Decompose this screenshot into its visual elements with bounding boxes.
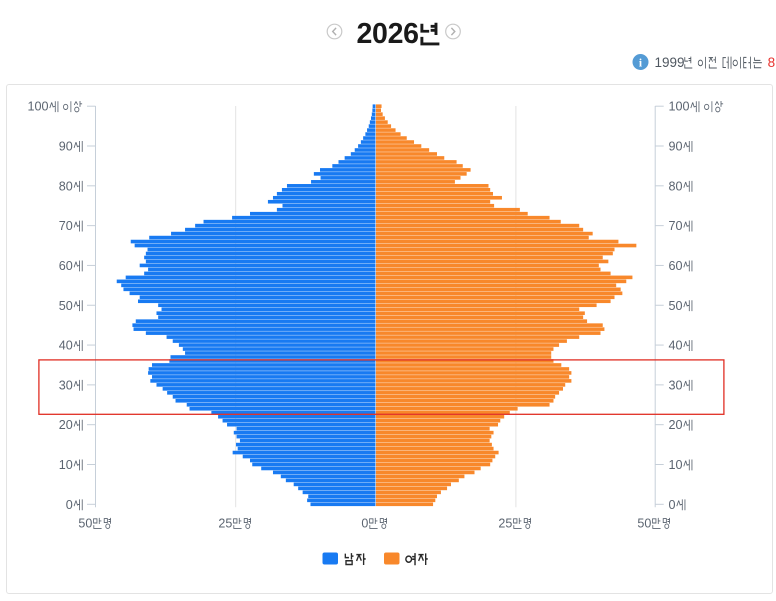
- svg-text:30: 30: [669, 378, 683, 392]
- svg-text:2026: 2026: [357, 18, 419, 50]
- svg-text:20: 20: [59, 418, 73, 432]
- svg-text:50: 50: [637, 517, 651, 531]
- svg-text:60: 60: [669, 259, 683, 273]
- svg-text:25: 25: [218, 517, 232, 531]
- svg-text:40: 40: [669, 339, 683, 353]
- svg-text:1999: 1999: [655, 55, 685, 70]
- svg-text:50: 50: [78, 517, 92, 531]
- svg-text:0: 0: [66, 498, 73, 512]
- svg-text:50: 50: [59, 299, 73, 313]
- svg-text:0: 0: [361, 517, 368, 531]
- svg-text:90: 90: [669, 140, 683, 154]
- svg-text:100: 100: [669, 100, 690, 114]
- svg-text:i: i: [639, 57, 643, 69]
- svg-text:70: 70: [59, 219, 73, 233]
- svg-text:80: 80: [669, 179, 683, 193]
- svg-text:0: 0: [669, 498, 676, 512]
- svg-text:25: 25: [498, 517, 512, 531]
- svg-text:10: 10: [59, 458, 73, 472]
- svg-text:80: 80: [59, 179, 73, 193]
- svg-text:90: 90: [59, 140, 73, 154]
- svg-text:70: 70: [669, 219, 683, 233]
- svg-text:50: 50: [669, 299, 683, 313]
- svg-text:8: 8: [768, 55, 776, 70]
- svg-text:20: 20: [669, 418, 683, 432]
- svg-text:60: 60: [59, 259, 73, 273]
- svg-text:30: 30: [59, 378, 73, 392]
- svg-text:100: 100: [27, 100, 48, 114]
- svg-text:10: 10: [669, 458, 683, 472]
- svg-text:40: 40: [59, 339, 73, 353]
